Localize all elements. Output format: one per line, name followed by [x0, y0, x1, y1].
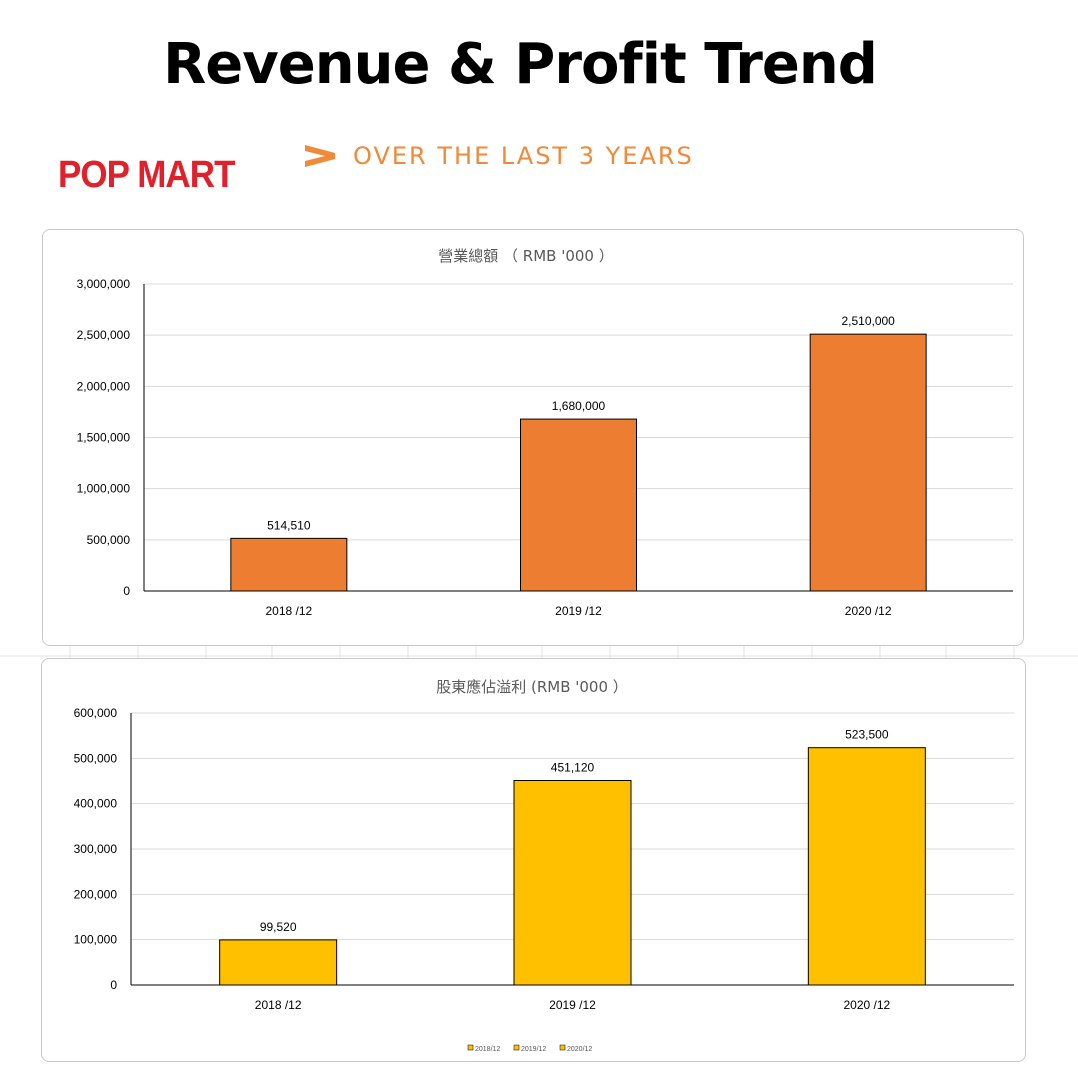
bar [809, 333, 927, 592]
legend-label: 2019/12 [521, 1046, 546, 1053]
y-tick-label: 0 [110, 978, 117, 992]
bar [219, 939, 338, 986]
y-tick-label: 1,000,000 [77, 482, 131, 496]
bar [230, 537, 348, 592]
data-label: 514,510 [267, 518, 311, 532]
y-tick-label: 0 [123, 584, 130, 598]
data-label: 99,520 [260, 920, 297, 934]
x-tick-label: 2019 /12 [555, 604, 602, 618]
arrow-icon [305, 145, 335, 167]
y-tick-label: 1,500,000 [77, 431, 131, 445]
legend-swatch [467, 1044, 474, 1051]
y-tick-label: 500,000 [87, 533, 131, 547]
y-tick-label: 600,000 [74, 706, 118, 720]
legend-swatch [513, 1044, 520, 1051]
pop-mart-logo: POP MART [58, 154, 235, 196]
y-tick-label: 400,000 [74, 797, 118, 811]
page-title: Revenue & Profit Trend [163, 32, 878, 97]
profit-chart: 股東應佔溢利 (RMB '000 ） 0 100,000 200,000 300,000… [41, 658, 1026, 1062]
y-tick-label: 3,000,000 [77, 277, 131, 291]
revenue-chart-svg: 營業總額 （ RMB '000 ） 0 500,000 1,000,000 1,500,… [77, 247, 1013, 618]
profit-chart-svg: 股東應佔溢利 (RMB '000 ） 0 100,000 200,000 300,000… [74, 678, 1014, 1053]
chart-title: 營業總額 （ RMB '000 ） [438, 247, 613, 265]
x-tick-label: 2019 /12 [549, 998, 596, 1012]
data-label: 1,680,000 [552, 399, 606, 413]
y-tick-label: 500,000 [74, 751, 118, 765]
x-tick-label: 2018 /12 [265, 604, 312, 618]
y-tick-label: 2,500,000 [77, 328, 131, 342]
subtitle-row: OVER THE LAST 3 YEARS [303, 138, 694, 174]
bar [513, 779, 632, 986]
chart-title: 股東應佔溢利 (RMB '000 ） [436, 678, 628, 696]
x-tick-label: 2018 /12 [255, 998, 302, 1012]
legend-swatch [559, 1044, 566, 1051]
subtitle: OVER THE LAST 3 YEARS [353, 142, 694, 170]
y-tick-label: 2,000,000 [77, 379, 131, 393]
x-tick-label: 2020 /12 [845, 604, 892, 618]
y-tick-label: 100,000 [74, 933, 118, 947]
revenue-chart: 營業總額 （ RMB '000 ） 0 500,000 1,000,000 1,500,… [42, 229, 1024, 646]
bar [807, 747, 926, 986]
x-tick-label: 2020 /12 [843, 998, 890, 1012]
legend-label: 2020/12 [567, 1046, 592, 1053]
data-label: 523,500 [845, 728, 889, 742]
data-label: 2,510,000 [841, 314, 895, 328]
y-tick-label: 300,000 [74, 842, 118, 856]
y-tick-label: 200,000 [74, 887, 118, 901]
bar [520, 418, 637, 592]
legend-label: 2018/12 [475, 1046, 500, 1053]
data-label: 451,120 [551, 760, 595, 774]
